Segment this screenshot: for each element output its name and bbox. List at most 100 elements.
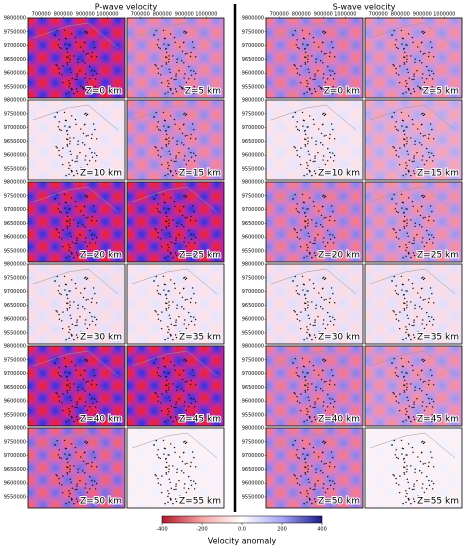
cell [198, 158, 211, 171]
cell [198, 499, 211, 508]
station [424, 52, 426, 55]
station [157, 72, 160, 74]
station [168, 492, 170, 495]
station [395, 318, 398, 320]
station [66, 63, 69, 65]
cell [223, 310, 224, 323]
cell [198, 190, 211, 203]
station [314, 321, 316, 323]
cell [223, 18, 224, 27]
cell [61, 228, 74, 241]
station [167, 249, 169, 252]
station [306, 244, 308, 246]
station [74, 118, 77, 121]
cell [74, 253, 87, 262]
cell [312, 461, 325, 474]
station [322, 77, 324, 79]
station [169, 399, 171, 402]
station [407, 153, 409, 156]
station [91, 215, 93, 218]
station [155, 439, 157, 442]
cell [173, 121, 186, 134]
station [80, 331, 82, 333]
cell [86, 367, 99, 380]
cell [423, 203, 436, 216]
station [306, 167, 308, 170]
station [76, 78, 78, 81]
station [84, 498, 86, 500]
cell [185, 121, 198, 134]
station [73, 338, 75, 341]
cell [160, 392, 173, 405]
cell [36, 240, 49, 253]
cell [324, 486, 337, 499]
station [314, 155, 316, 157]
station [426, 229, 428, 232]
station [292, 362, 294, 364]
y-tick-label: 9700000 [4, 453, 26, 459]
cell [148, 26, 161, 39]
cell [362, 474, 363, 487]
station [94, 78, 97, 80]
cell [124, 100, 125, 109]
cell [99, 64, 112, 77]
cell [461, 335, 462, 344]
cell [266, 297, 275, 310]
cell [266, 486, 275, 499]
station [299, 320, 301, 322]
cell [448, 182, 461, 191]
cell [349, 346, 362, 355]
station [86, 195, 89, 198]
station [164, 283, 166, 286]
cell [111, 146, 124, 159]
cell [148, 392, 161, 405]
station [190, 156, 193, 159]
station [406, 307, 408, 309]
cell [124, 18, 125, 27]
station [322, 62, 324, 64]
cell [386, 285, 399, 298]
station [325, 134, 327, 137]
station [395, 231, 397, 234]
y-tick-label: 9750000 [242, 111, 264, 117]
cell [135, 64, 148, 77]
station [395, 477, 397, 480]
cell [36, 461, 49, 474]
cell [124, 133, 125, 146]
y-tick-label: 9600000 [242, 481, 264, 487]
station [422, 440, 424, 443]
cell [312, 297, 325, 310]
cell [148, 203, 161, 216]
station [295, 290, 297, 292]
station [294, 193, 296, 196]
y-tick-label: 9750000 [4, 193, 26, 199]
station [308, 279, 311, 281]
station [307, 232, 310, 234]
station [323, 73, 325, 75]
station [298, 457, 300, 460]
station [58, 482, 61, 484]
station [327, 229, 329, 232]
cell [386, 121, 399, 134]
station [77, 61, 79, 64]
station [328, 301, 331, 304]
station [296, 374, 299, 377]
cell [461, 133, 462, 146]
station [398, 484, 400, 486]
station [95, 302, 98, 304]
station [320, 470, 322, 472]
cell [49, 64, 62, 77]
cell [148, 108, 161, 121]
station [322, 451, 324, 453]
station [293, 391, 295, 394]
y-tick-label: 9550000 [4, 84, 26, 90]
station [70, 361, 73, 363]
station [94, 85, 96, 88]
station [186, 216, 188, 219]
cell [299, 89, 312, 98]
cell [436, 158, 449, 171]
cell [461, 100, 462, 109]
station [314, 488, 316, 491]
cell [411, 461, 424, 474]
cell [99, 240, 112, 253]
